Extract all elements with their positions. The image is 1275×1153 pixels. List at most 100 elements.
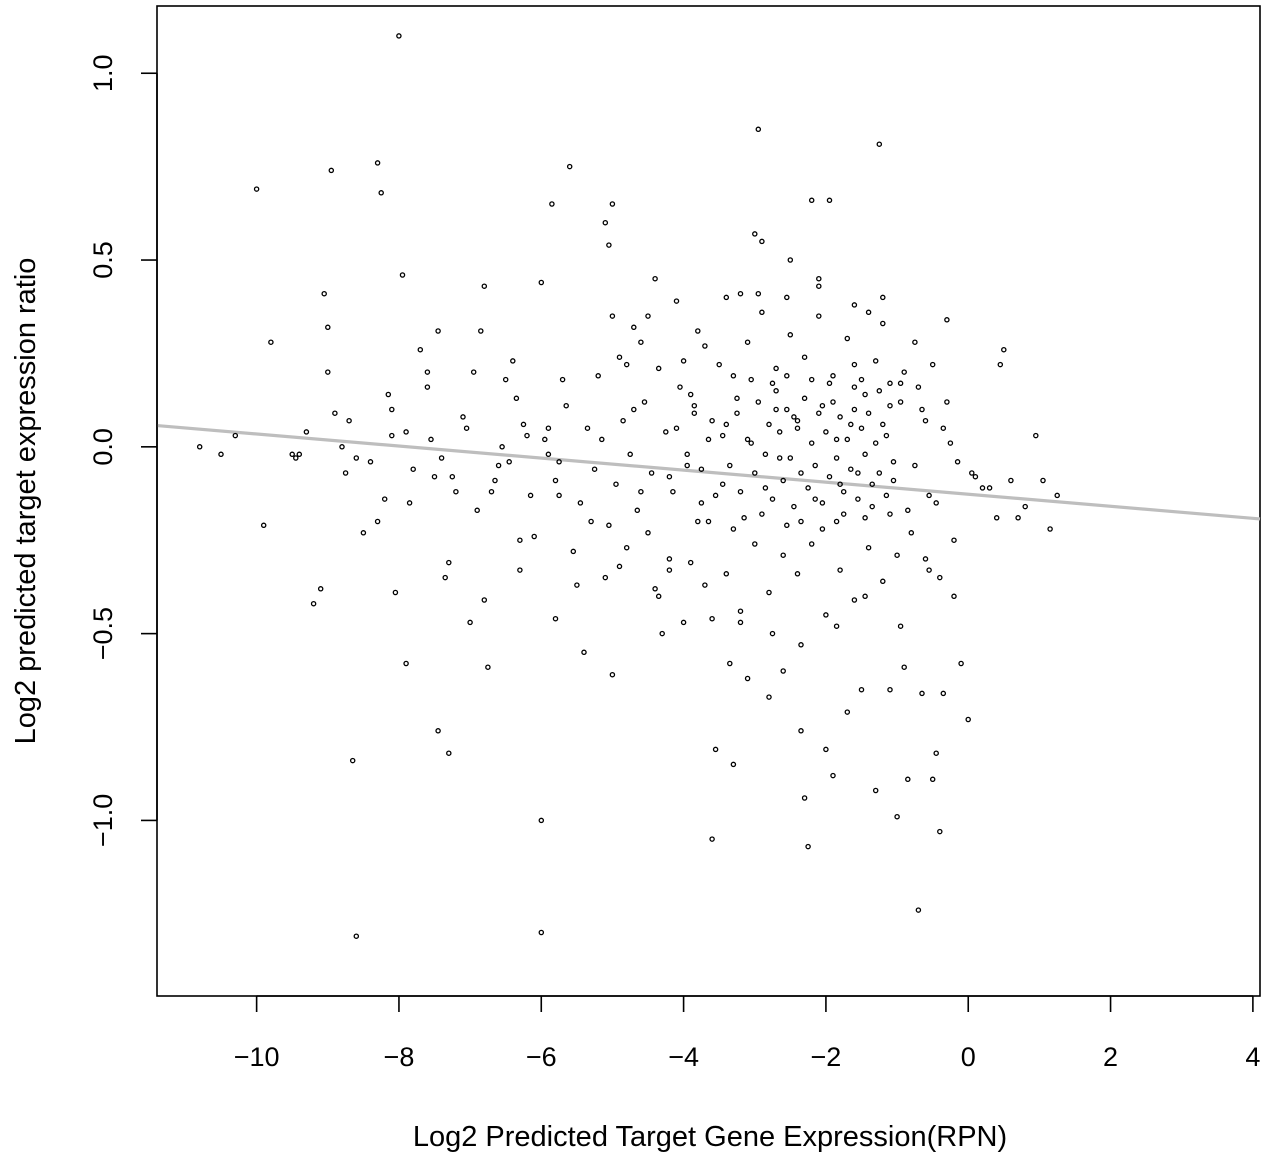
data-point [381,496,388,502]
data-point [481,597,488,603]
data-point [645,530,651,536]
data-point [520,421,527,428]
data-point [833,518,840,525]
data-point [374,160,381,166]
data-point [837,481,843,487]
data-point [744,436,751,443]
data-point [734,410,740,416]
data-point [317,586,324,592]
data-point [812,496,818,502]
data-point [705,518,712,525]
data-point [737,619,744,626]
data-point [862,451,868,458]
data-point [563,402,569,409]
data-point [798,470,804,476]
data-point [919,690,925,697]
data-point [730,761,737,768]
data-point [513,395,520,402]
data-point [865,410,872,416]
data-point [830,772,836,779]
data-point [410,466,416,472]
data-point [819,526,826,532]
data-point [823,612,829,618]
data-point [367,459,374,465]
data-point [773,365,779,372]
data-point [559,376,566,383]
data-point [784,294,790,301]
data-point [869,481,875,487]
data-point [680,619,687,626]
data-point [666,556,673,562]
data-point [723,421,730,428]
data-point [780,668,786,674]
data-point [399,272,406,278]
data-point [766,694,772,700]
x-tick-label: 2 [1103,1042,1118,1072]
data-point [1054,492,1060,499]
data-point [652,586,658,592]
data-point [947,440,954,446]
data-point [937,828,943,835]
data-point [848,466,854,472]
data-point [944,399,950,405]
data-point [716,361,722,368]
data-point [915,384,922,390]
data-point [830,373,836,379]
data-point [321,290,327,297]
data-point [542,436,548,443]
data-point [730,526,737,532]
data-point [719,481,726,487]
data-point [905,507,911,514]
data-point [467,619,473,626]
data-point [908,530,915,536]
data-point [581,649,587,656]
data-point [616,563,623,570]
data-point [606,522,612,529]
data-point [840,488,847,495]
data-point [666,473,673,480]
data-point [446,559,452,566]
x-tick-label: −8 [384,1042,415,1072]
data-point [673,298,680,304]
data-point [823,746,829,753]
data-point [510,358,516,364]
data-point [517,567,523,573]
data-point [723,294,730,301]
data-point [887,380,893,387]
data-point [883,432,890,439]
data-point [538,817,545,824]
data-point [627,451,633,458]
data-point [705,436,712,443]
data-point [872,358,879,364]
data-point [584,425,591,431]
data-point [556,459,562,465]
data-point [769,630,776,637]
data-point [687,391,694,398]
data-point [349,757,356,764]
data-point [687,559,694,566]
data-point [837,567,843,573]
data-point [424,369,431,375]
data-point [926,567,932,573]
y-tick-label: 1.0 [88,54,118,92]
data-point [293,455,299,461]
data-point [737,290,744,297]
data-point [890,477,897,484]
data-point [613,481,619,487]
data-point [940,690,947,697]
data-point [880,294,886,301]
data-point [808,440,815,446]
data-point [588,518,594,525]
data-point [887,402,893,409]
data-point [755,399,762,405]
data-point [759,309,765,316]
data-point [769,496,776,502]
data-point [481,283,488,289]
data-point [389,406,395,413]
data-point [609,671,616,678]
data-point [769,380,776,387]
data-point [933,500,939,506]
data-point [833,455,840,461]
data-point [830,399,836,405]
data-point [965,716,971,723]
